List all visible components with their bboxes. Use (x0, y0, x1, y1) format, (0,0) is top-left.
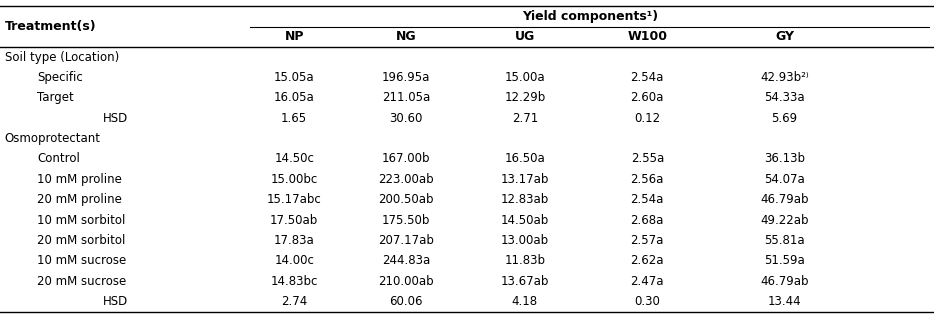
Text: 51.59a: 51.59a (764, 254, 805, 267)
Text: 210.00ab: 210.00ab (378, 275, 434, 287)
Text: 0.12: 0.12 (634, 112, 660, 125)
Text: 17.83a: 17.83a (274, 234, 315, 247)
Text: 2.54a: 2.54a (630, 193, 664, 206)
Text: GY: GY (775, 31, 794, 43)
Text: 16.50a: 16.50a (504, 153, 545, 165)
Text: Osmoprotectant: Osmoprotectant (5, 132, 101, 145)
Text: NG: NG (396, 31, 417, 43)
Text: 13.00ab: 13.00ab (501, 234, 549, 247)
Text: Yield components¹): Yield components¹) (522, 10, 658, 23)
Text: 175.50b: 175.50b (382, 214, 431, 226)
Text: 2.71: 2.71 (512, 112, 538, 125)
Text: HSD: HSD (103, 295, 128, 308)
Text: Control: Control (37, 153, 80, 165)
Text: 42.93b²⁾: 42.93b²⁾ (760, 71, 809, 84)
Text: 196.95a: 196.95a (382, 71, 431, 84)
Text: 15.00a: 15.00a (504, 71, 545, 84)
Text: 2.74: 2.74 (281, 295, 307, 308)
Text: W100: W100 (628, 31, 667, 43)
Text: 200.50ab: 200.50ab (378, 193, 434, 206)
Text: 12.83ab: 12.83ab (501, 193, 549, 206)
Text: 2.57a: 2.57a (630, 234, 664, 247)
Text: 20 mM sorbitol: 20 mM sorbitol (37, 234, 126, 247)
Text: 49.22ab: 49.22ab (760, 214, 809, 226)
Text: 15.17abc: 15.17abc (267, 193, 321, 206)
Text: 5.69: 5.69 (771, 112, 798, 125)
Text: 14.83bc: 14.83bc (271, 275, 318, 287)
Text: HSD: HSD (103, 112, 128, 125)
Text: 14.50c: 14.50c (275, 153, 314, 165)
Text: 207.17ab: 207.17ab (378, 234, 434, 247)
Text: 2.62a: 2.62a (630, 254, 664, 267)
Text: 55.81a: 55.81a (764, 234, 805, 247)
Text: 16.05a: 16.05a (274, 92, 315, 104)
Text: 12.29b: 12.29b (504, 92, 545, 104)
Text: 10 mM sorbitol: 10 mM sorbitol (37, 214, 126, 226)
Text: 2.55a: 2.55a (630, 153, 664, 165)
Text: 10 mM sucrose: 10 mM sucrose (37, 254, 127, 267)
Text: 13.17ab: 13.17ab (501, 173, 549, 186)
Text: UG: UG (515, 31, 535, 43)
Text: 2.47a: 2.47a (630, 275, 664, 287)
Text: 211.05a: 211.05a (382, 92, 431, 104)
Text: 20 mM sucrose: 20 mM sucrose (37, 275, 127, 287)
Text: 54.07a: 54.07a (764, 173, 805, 186)
Text: Specific: Specific (37, 71, 83, 84)
Text: 17.50ab: 17.50ab (270, 214, 318, 226)
Text: 15.05a: 15.05a (274, 71, 315, 84)
Text: 244.83a: 244.83a (382, 254, 431, 267)
Text: 15.00bc: 15.00bc (271, 173, 318, 186)
Text: Soil type (Location): Soil type (Location) (5, 51, 119, 64)
Text: 36.13b: 36.13b (764, 153, 805, 165)
Text: 11.83b: 11.83b (504, 254, 545, 267)
Text: 54.33a: 54.33a (764, 92, 805, 104)
Text: 0.30: 0.30 (634, 295, 660, 308)
Text: 2.68a: 2.68a (630, 214, 664, 226)
Text: 2.56a: 2.56a (630, 173, 664, 186)
Text: Target: Target (37, 92, 74, 104)
Text: 14.50ab: 14.50ab (501, 214, 549, 226)
Text: 13.44: 13.44 (768, 295, 801, 308)
Text: 30.60: 30.60 (389, 112, 423, 125)
Text: Treatment(s): Treatment(s) (5, 20, 96, 33)
Text: 167.00b: 167.00b (382, 153, 431, 165)
Text: 223.00ab: 223.00ab (378, 173, 434, 186)
Text: 60.06: 60.06 (389, 295, 423, 308)
Text: NP: NP (285, 31, 304, 43)
Text: 2.54a: 2.54a (630, 71, 664, 84)
Text: 4.18: 4.18 (512, 295, 538, 308)
Text: 10 mM proline: 10 mM proline (37, 173, 122, 186)
Text: 1.65: 1.65 (281, 112, 307, 125)
Text: 46.79ab: 46.79ab (760, 193, 809, 206)
Text: 20 mM proline: 20 mM proline (37, 193, 122, 206)
Text: 14.00c: 14.00c (275, 254, 314, 267)
Text: 46.79ab: 46.79ab (760, 275, 809, 287)
Text: 13.67ab: 13.67ab (501, 275, 549, 287)
Text: 2.60a: 2.60a (630, 92, 664, 104)
